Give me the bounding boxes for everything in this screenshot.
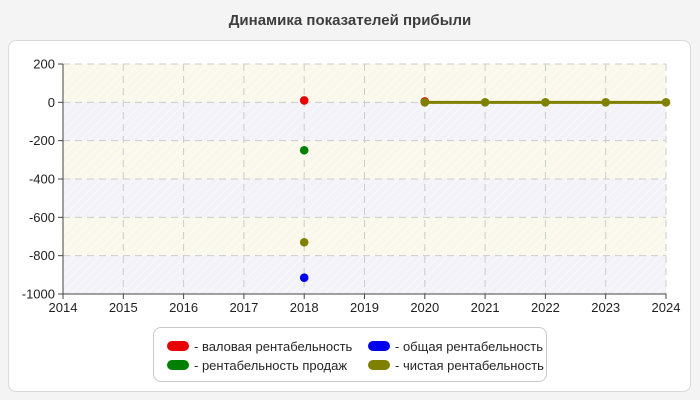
- y-tick-label: 0: [48, 95, 55, 110]
- chart-card: 200 0 -200 -400 -600 -800 -1000 2014 2015 2016 201…: [8, 40, 691, 392]
- legend-item-0: - валовая рентабельность: [167, 337, 368, 355]
- legend-swatch-icon: [167, 360, 189, 370]
- data-point: [299, 237, 309, 247]
- legend-label: - общая рентабельность: [395, 338, 543, 354]
- x-tick-label: 2023: [591, 300, 620, 315]
- legend-swatch-icon: [368, 341, 390, 351]
- legend-item-1: - общая рентабельность: [368, 337, 546, 355]
- x-tick-label: 2016: [169, 300, 198, 315]
- series-общая-рентабельность: [299, 273, 309, 283]
- x-tick-label: 2021: [471, 300, 500, 315]
- x-tick-label: 2017: [229, 300, 258, 315]
- legend-swatch-icon: [368, 360, 390, 370]
- data-point: [480, 98, 490, 107]
- y-tick-label: -1000: [22, 287, 55, 302]
- data-point: [299, 273, 309, 283]
- x-tick-label: 2014: [49, 300, 78, 315]
- y-tick-label: -200: [29, 133, 55, 148]
- data-point: [299, 145, 309, 155]
- x-tick-label: 2020: [410, 300, 439, 315]
- x-tick-label: 2019: [350, 300, 379, 315]
- legend-item-2: - рентабельность продаж: [167, 356, 368, 374]
- series-рентабельность-продаж: [299, 145, 309, 155]
- x-tick-label: 2022: [531, 300, 560, 315]
- x-tick-label: 2015: [109, 300, 138, 315]
- legend-item-3: - чистая рентабельность: [368, 356, 546, 374]
- chart-legend: - валовая рентабельность - общая рентабел…: [153, 327, 547, 382]
- y-tick-label: -400: [29, 172, 55, 187]
- data-point: [541, 98, 550, 107]
- legend-label: - рентабельность продаж: [194, 357, 348, 373]
- x-tick-label: 2018: [290, 300, 319, 315]
- legend-swatch-icon: [167, 341, 189, 351]
- chart-title: Динамика показателей прибыли: [228, 11, 472, 29]
- legend-label: - валовая рентабельность: [194, 338, 353, 354]
- series-чистая-рентабельность: [299, 98, 671, 247]
- data-point: [299, 96, 309, 105]
- y-tick-label: -600: [29, 210, 55, 225]
- axis-ticks: [58, 63, 667, 299]
- legend-label: - чистая рентабельность: [395, 357, 544, 373]
- y-tick-label: 200: [33, 57, 55, 72]
- data-point: [661, 98, 671, 107]
- x-tick-label: 2024: [652, 300, 681, 315]
- data-point: [601, 98, 610, 107]
- y-tick-label: -800: [29, 248, 55, 263]
- data-point: [420, 98, 430, 107]
